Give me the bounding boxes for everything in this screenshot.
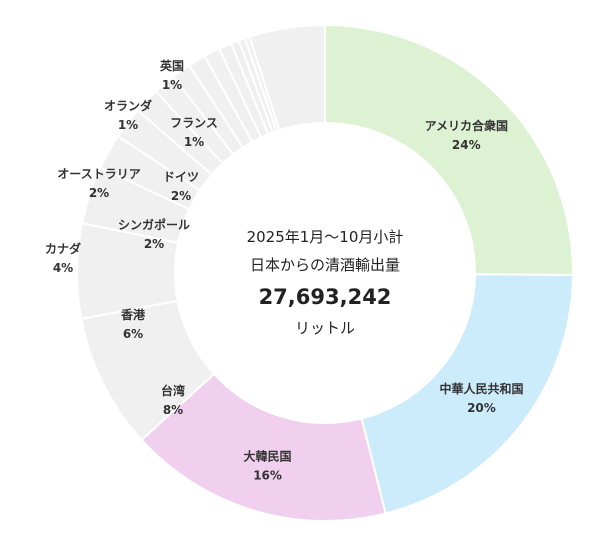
segment-percent-label: 8% [163, 403, 183, 417]
segment-percent-label: 2% [144, 237, 164, 251]
segment-percent-label: 24% [452, 138, 481, 152]
segment-name-label: アメリカ合衆国 [425, 118, 508, 133]
segment-percent-label: 2% [171, 189, 191, 203]
segment-name-label: ドイツ [163, 170, 199, 184]
segment-name-label: シンガポール [118, 217, 190, 232]
center-total: 27,693,242 [259, 285, 392, 309]
donut-slice-2 [140, 372, 387, 522]
segment-percent-label: 20% [467, 401, 496, 415]
segment-name-label: カナダ [45, 241, 81, 256]
segment-percent-label: 1% [162, 78, 182, 92]
segment-labels: アメリカ合衆国 24% 中華人民共和国 20% 大韓民国 16% 台湾 8% 香港 6% カナダ 4%… [45, 58, 523, 483]
donut-slice-17 [248, 23, 326, 132]
segment-percent-label: 16% [253, 469, 282, 483]
segment-percent-label: 6% [123, 327, 143, 341]
segment-name-label: 英国 [160, 58, 184, 73]
donut-slice-0 [324, 23, 574, 277]
segment-percent-label: 4% [53, 261, 73, 275]
donut-slice-1 [360, 273, 575, 515]
segment-percent-label: 1% [118, 118, 138, 132]
center-line-2: 日本からの清酒輸出量 [250, 256, 400, 274]
center-unit: リットル [295, 319, 355, 337]
segment-percent-label: 1% [184, 135, 204, 149]
segment-percent-label: 2% [89, 186, 109, 200]
segment-name-label: 台湾 [161, 383, 185, 398]
segment-name-label: フランス [170, 116, 218, 130]
segment-name-label: オーストラリア [57, 167, 140, 181]
segment-name-label: オランダ [104, 98, 152, 113]
center-line-1: 2025年1月〜10月小計 [247, 228, 404, 246]
donut-slices [76, 23, 575, 522]
segment-name-label: 香港 [120, 307, 146, 322]
segment-name-label: 大韓民国 [244, 449, 292, 464]
center-block: 2025年1月〜10月小計 日本からの清酒輸出量 27,693,242 リットル [247, 228, 404, 337]
segment-name-label: 中華人民共和国 [439, 381, 523, 396]
